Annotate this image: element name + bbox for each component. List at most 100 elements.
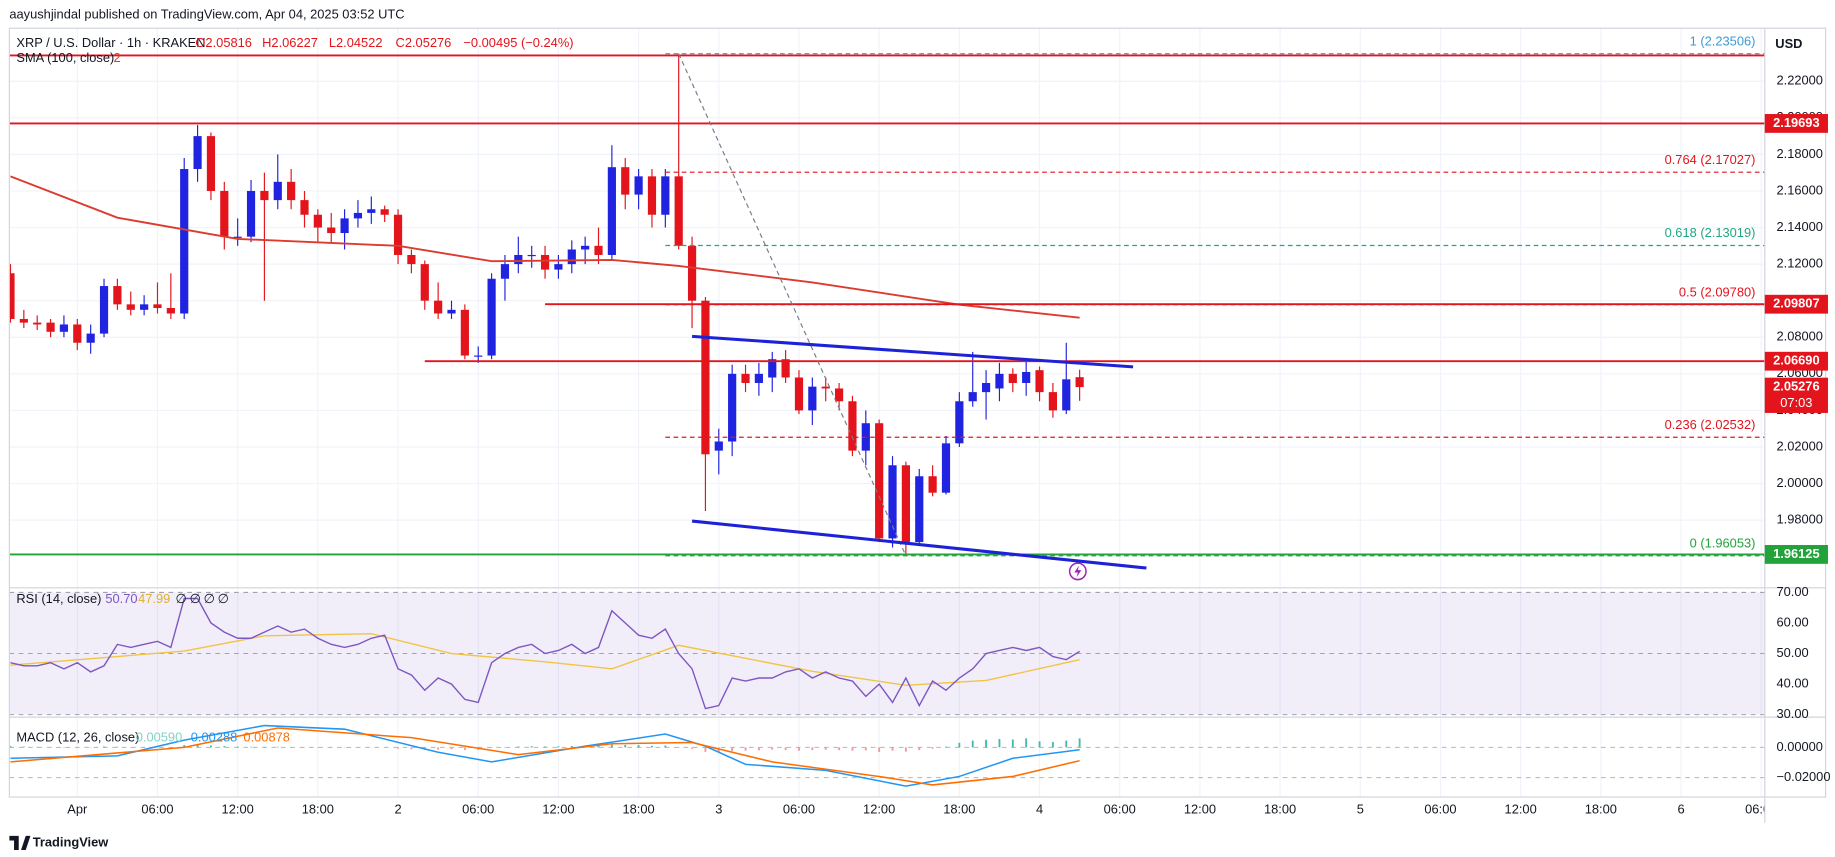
last-price-label: 2.05276	[1773, 378, 1820, 393]
candle-body	[367, 209, 376, 213]
price-label-box	[1764, 294, 1828, 314]
macd-histogram-bar	[530, 746, 533, 748]
x-tick-label: 06:00	[1424, 801, 1456, 816]
x-tick-label: 12:00	[863, 801, 895, 816]
candle-body	[527, 254, 536, 257]
candle-body	[674, 176, 683, 246]
macd-histogram-bar	[757, 747, 760, 751]
legend-title: XRP / U.S. Dollar · 1h · KRAKEN	[16, 35, 205, 50]
macd-histogram-bar	[931, 747, 934, 749]
candle-body	[233, 236, 242, 238]
candle-body	[193, 136, 202, 170]
candle-body	[834, 388, 844, 402]
macd-histogram-bar	[1051, 742, 1054, 748]
macd-histogram-bar	[945, 746, 947, 748]
macd-histogram-bar	[864, 747, 867, 751]
x-tick-label: 18:00	[623, 801, 655, 816]
price-axis: 2.220002.200002.180002.160002.140002.120…	[1764, 73, 1830, 784]
candle-body	[995, 373, 1004, 389]
candle-body	[634, 176, 643, 195]
rsi-legend-value: ∅	[176, 591, 187, 606]
macd-histogram-bar	[116, 746, 119, 748]
candle-body	[701, 300, 710, 455]
candle-body	[126, 304, 135, 310]
candle-body	[166, 308, 175, 314]
macd-histogram-bar	[410, 747, 413, 750]
candle-body	[300, 200, 309, 215]
candle-body	[1022, 372, 1031, 383]
alert-bolt	[1074, 565, 1082, 578]
legend-open: O2.05816	[195, 35, 251, 50]
candle-body	[434, 300, 443, 314]
price-label-box	[1764, 351, 1828, 371]
candle-body	[180, 169, 189, 314]
price-label-box	[1764, 545, 1828, 564]
fib-label: 0.5 (2.09780)	[1679, 284, 1756, 299]
last-price-box	[1764, 377, 1828, 413]
macd-histogram-bar	[851, 747, 854, 751]
macd-histogram-bar	[891, 747, 894, 751]
candle-body	[928, 476, 937, 493]
candle-body	[340, 218, 349, 234]
candle-body	[594, 245, 603, 255]
x-tick-label: 6	[1677, 801, 1684, 816]
y-tick-label: 70.00	[1776, 584, 1808, 599]
x-tick-label: 06:00	[1104, 801, 1136, 816]
y-tick-label: 2.00000	[1776, 475, 1823, 490]
candle-body	[581, 245, 590, 250]
sma-legend-value: 2	[114, 50, 121, 65]
candle-body	[500, 264, 510, 279]
candle-body	[754, 373, 763, 383]
candle-body	[287, 181, 296, 201]
candle-body	[647, 176, 657, 215]
y-tick-label: 1.98000	[1776, 512, 1823, 527]
candle-body	[206, 136, 216, 191]
macd-histogram-bar	[1078, 738, 1081, 748]
candle-body	[1048, 392, 1057, 411]
candle-body	[220, 190, 229, 237]
price-label: 2.06690	[1773, 353, 1820, 368]
macd-histogram-bar	[610, 744, 613, 748]
candle-body	[768, 359, 777, 378]
candle-body	[447, 309, 456, 314]
x-tick-label: 18:00	[1264, 801, 1296, 816]
fib-label: 0 (1.96053)	[1690, 535, 1756, 550]
candle-body	[1075, 377, 1084, 388]
macd-histogram-bar	[597, 746, 600, 748]
macd-histogram-bar	[998, 739, 1001, 748]
candle-body	[113, 286, 122, 305]
candle-body	[741, 373, 750, 383]
candle-body	[33, 322, 42, 325]
candle-body	[1062, 379, 1071, 411]
x-tick-label: 12:00	[1505, 801, 1537, 816]
x-tick-label: 12:00	[542, 801, 574, 816]
candle-body	[514, 254, 523, 265]
x-tick-label: 06:00	[1745, 801, 1777, 816]
candle-body	[875, 423, 884, 539]
fib-label: 0.236 (2.02532)	[1665, 417, 1756, 432]
y-tick-label: 2.02000	[1776, 438, 1823, 453]
x-tick-label: Apr	[67, 801, 88, 816]
macd-histogram-bar	[210, 745, 212, 748]
candle-body	[260, 190, 269, 201]
logo-mark	[9, 835, 31, 850]
candle-body	[915, 476, 924, 543]
time-axis: Apr 06:00 12:00 18:00 2 06:00 12:00 18:00 3 06:00…	[67, 801, 1777, 816]
macd-histogram-bar	[450, 747, 453, 750]
macd-histogram-bar	[811, 747, 814, 751]
candle-body	[273, 181, 282, 201]
macd-histogram-bar	[838, 747, 841, 751]
macd-histogram-bar	[490, 747, 493, 749]
y-tick-label: 40.00	[1776, 676, 1808, 691]
macd-histogram-bar	[223, 746, 226, 748]
candle-body	[393, 214, 403, 255]
y-tick-label: 2.16000	[1776, 182, 1823, 197]
alert-icon	[1068, 562, 1087, 581]
candle-body	[941, 443, 951, 493]
macd-histogram-bar	[1065, 740, 1068, 748]
byline: aayushjindal published on TradingView.co…	[9, 7, 404, 22]
currency: USD	[1775, 36, 1802, 51]
macd-histogram-bar	[103, 746, 105, 748]
